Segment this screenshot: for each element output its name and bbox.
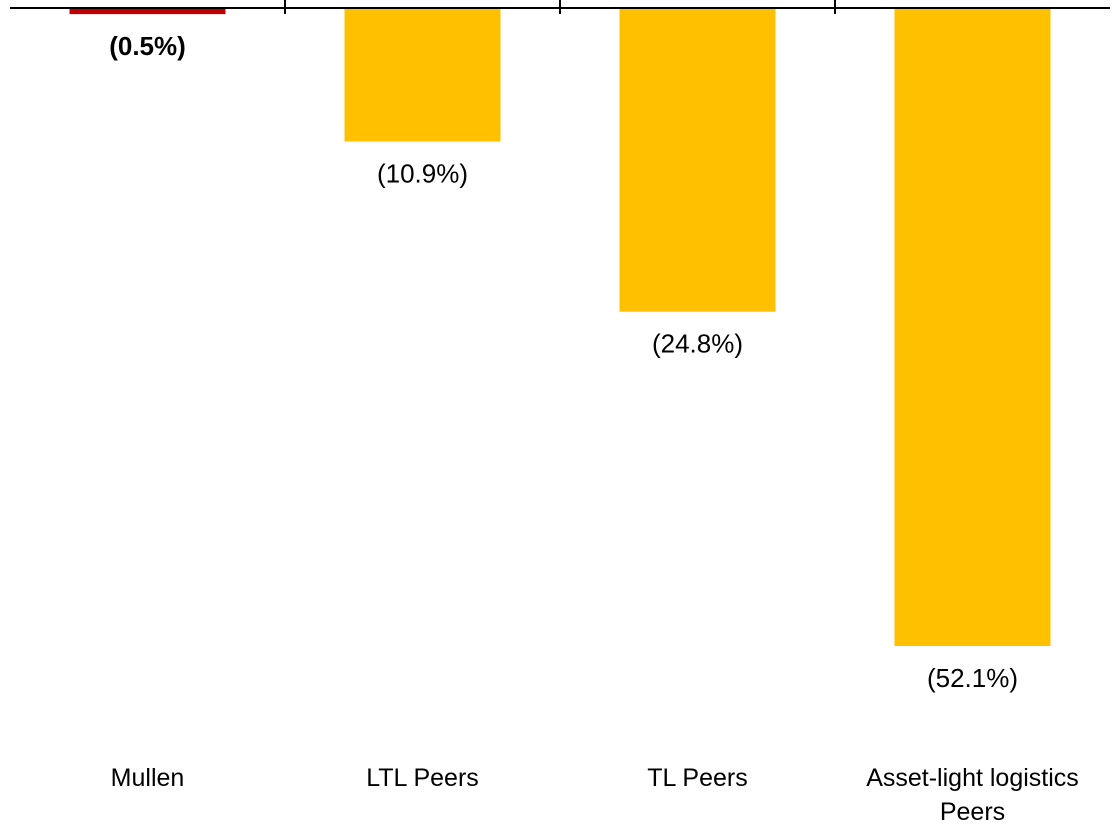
value-label: (52.1%) [927, 663, 1018, 693]
value-label: (10.9%) [377, 158, 468, 188]
x-tick-label: TL Peers [647, 764, 748, 792]
bar [344, 8, 501, 142]
bar [619, 8, 776, 312]
x-tick-label: Mullen [110, 764, 185, 792]
value-label: (24.8%) [652, 329, 743, 359]
x-tick-label: Asset-light logistics Peers [866, 764, 1079, 826]
bar [69, 8, 226, 15]
bar [894, 8, 1051, 646]
value-label: (0.5%) [109, 31, 186, 61]
x-tick-label: LTL Peers [366, 764, 479, 792]
